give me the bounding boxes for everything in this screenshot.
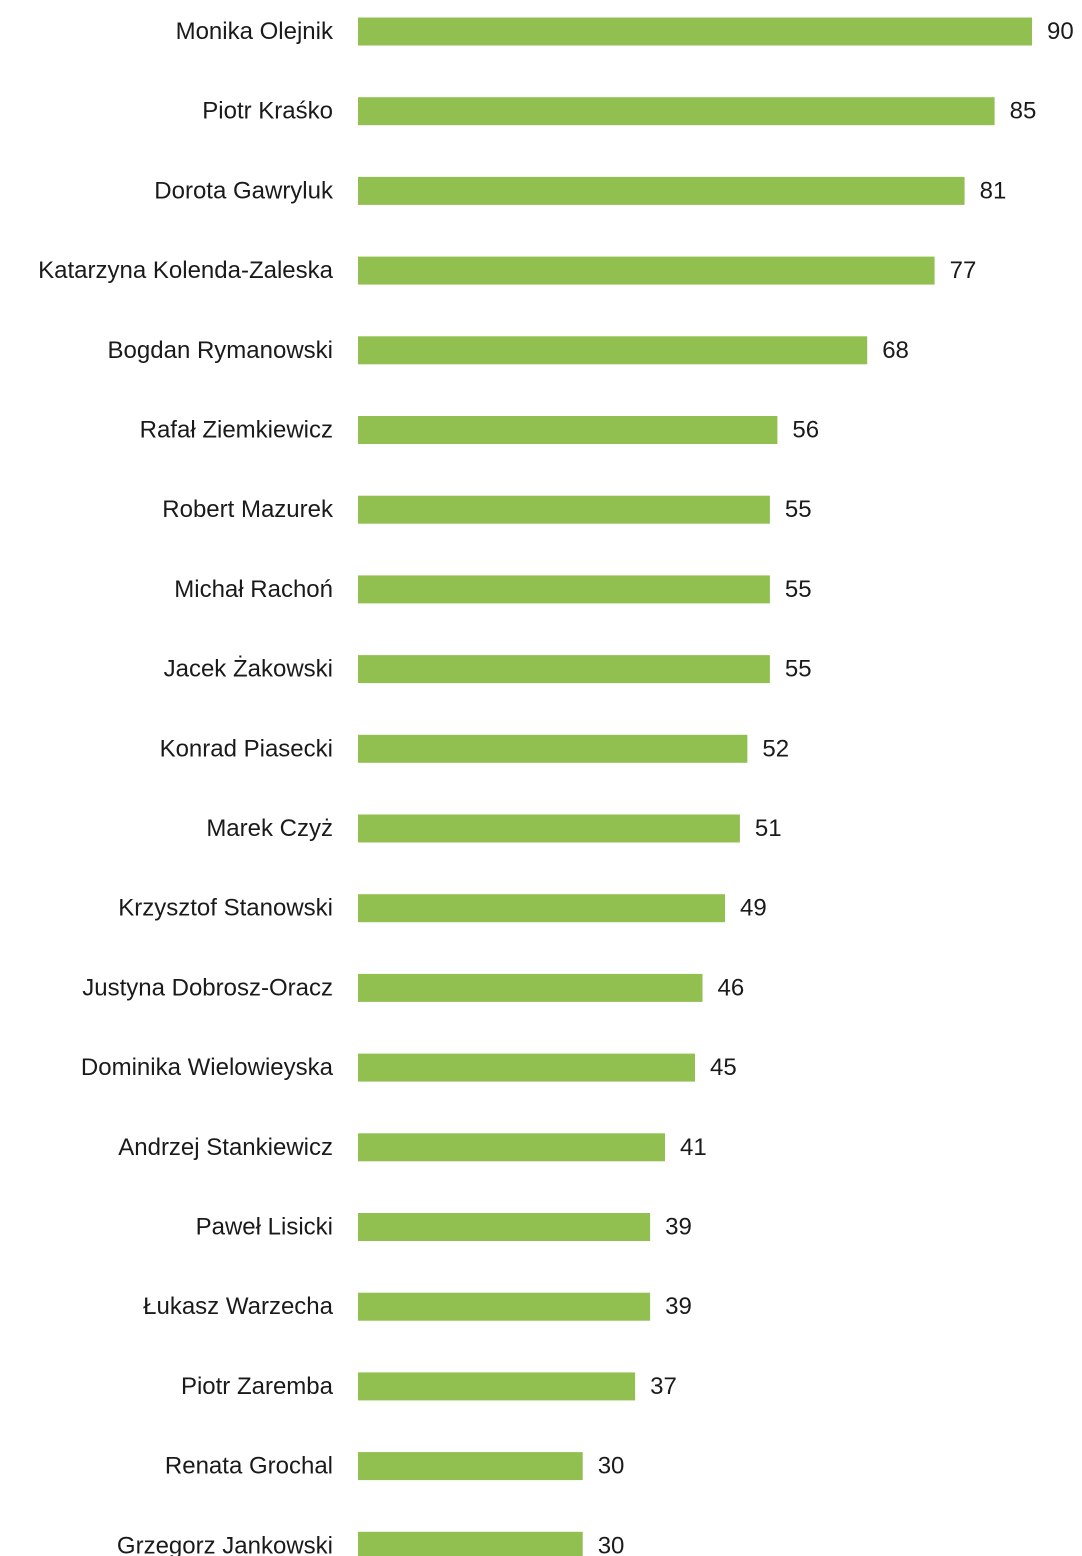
bar xyxy=(358,1213,651,1241)
bar xyxy=(358,97,995,126)
bar xyxy=(358,973,703,1002)
bar xyxy=(358,1531,583,1556)
bar xyxy=(358,1372,636,1401)
bar xyxy=(358,176,965,205)
category-label: Paweł Lisicki xyxy=(196,1214,333,1241)
value-label: 51 xyxy=(755,815,782,842)
bar xyxy=(358,1292,651,1321)
bar xyxy=(358,336,868,365)
category-labels-group: Monika Olejnik Piotr Kraśko Dorota Gawrylu… xyxy=(38,18,334,1556)
category-label: Piotr Zaremba xyxy=(181,1373,334,1400)
value-label: 49 xyxy=(740,895,767,922)
category-label: Łukasz Warzecha xyxy=(143,1293,334,1320)
category-label: Renata Grochal xyxy=(165,1453,333,1480)
value-label: 81 xyxy=(980,177,1007,204)
category-label: Dorota Gawryluk xyxy=(154,177,334,204)
value-label: 77 xyxy=(950,257,977,284)
value-label: 68 xyxy=(882,337,909,364)
category-label: Michał Rachoń xyxy=(174,576,333,603)
bar xyxy=(358,256,935,285)
value-label: 45 xyxy=(710,1054,737,1081)
bar xyxy=(358,894,725,923)
bar xyxy=(358,1452,583,1481)
value-label: 90 xyxy=(1047,18,1074,45)
category-label: Konrad Piasecki xyxy=(160,735,333,762)
value-label: 41 xyxy=(680,1134,707,1161)
bar xyxy=(358,416,778,444)
bar xyxy=(358,734,748,763)
bar xyxy=(358,655,770,684)
bar xyxy=(358,17,1032,46)
category-label: Piotr Kraśko xyxy=(202,98,333,125)
value-label: 39 xyxy=(665,1214,692,1241)
value-label: 46 xyxy=(718,974,745,1001)
category-label: Andrzej Stankiewicz xyxy=(118,1134,333,1161)
category-label: Krzysztof Stanowski xyxy=(118,895,333,922)
value-labels-group: 90 85 81 77 68 56 55 55 55 52 51 49 46 45 41 39 39 37 30 30 xyxy=(598,18,1074,1556)
bar xyxy=(358,814,740,843)
category-label: Jacek Żakowski xyxy=(164,656,333,683)
bars-group xyxy=(358,17,1032,1556)
category-label: Dominika Wielowieyska xyxy=(81,1054,334,1081)
category-label: Monika Olejnik xyxy=(176,18,334,45)
value-label: 56 xyxy=(792,417,819,444)
category-label: Katarzyna Kolenda-Zaleska xyxy=(38,257,333,284)
value-label: 37 xyxy=(650,1373,677,1400)
value-label: 55 xyxy=(785,496,812,523)
bar xyxy=(358,1053,695,1082)
value-label: 52 xyxy=(762,735,789,762)
bar xyxy=(358,495,770,524)
value-label: 30 xyxy=(598,1532,625,1556)
bar xyxy=(358,1133,665,1162)
value-label: 30 xyxy=(598,1453,625,1480)
value-label: 55 xyxy=(785,656,812,683)
category-label: Marek Czyż xyxy=(206,815,333,842)
value-label: 85 xyxy=(1010,98,1037,125)
category-label: Robert Mazurek xyxy=(162,496,334,523)
value-label: 55 xyxy=(785,576,812,603)
category-label: Grzegorz Jankowski xyxy=(117,1532,333,1556)
category-label: Bogdan Rymanowski xyxy=(108,337,333,364)
value-label: 39 xyxy=(665,1293,692,1320)
bar xyxy=(358,575,770,604)
category-label: Rafał Ziemkiewicz xyxy=(140,417,333,444)
category-label: Justyna Dobrosz-Oracz xyxy=(82,974,333,1001)
